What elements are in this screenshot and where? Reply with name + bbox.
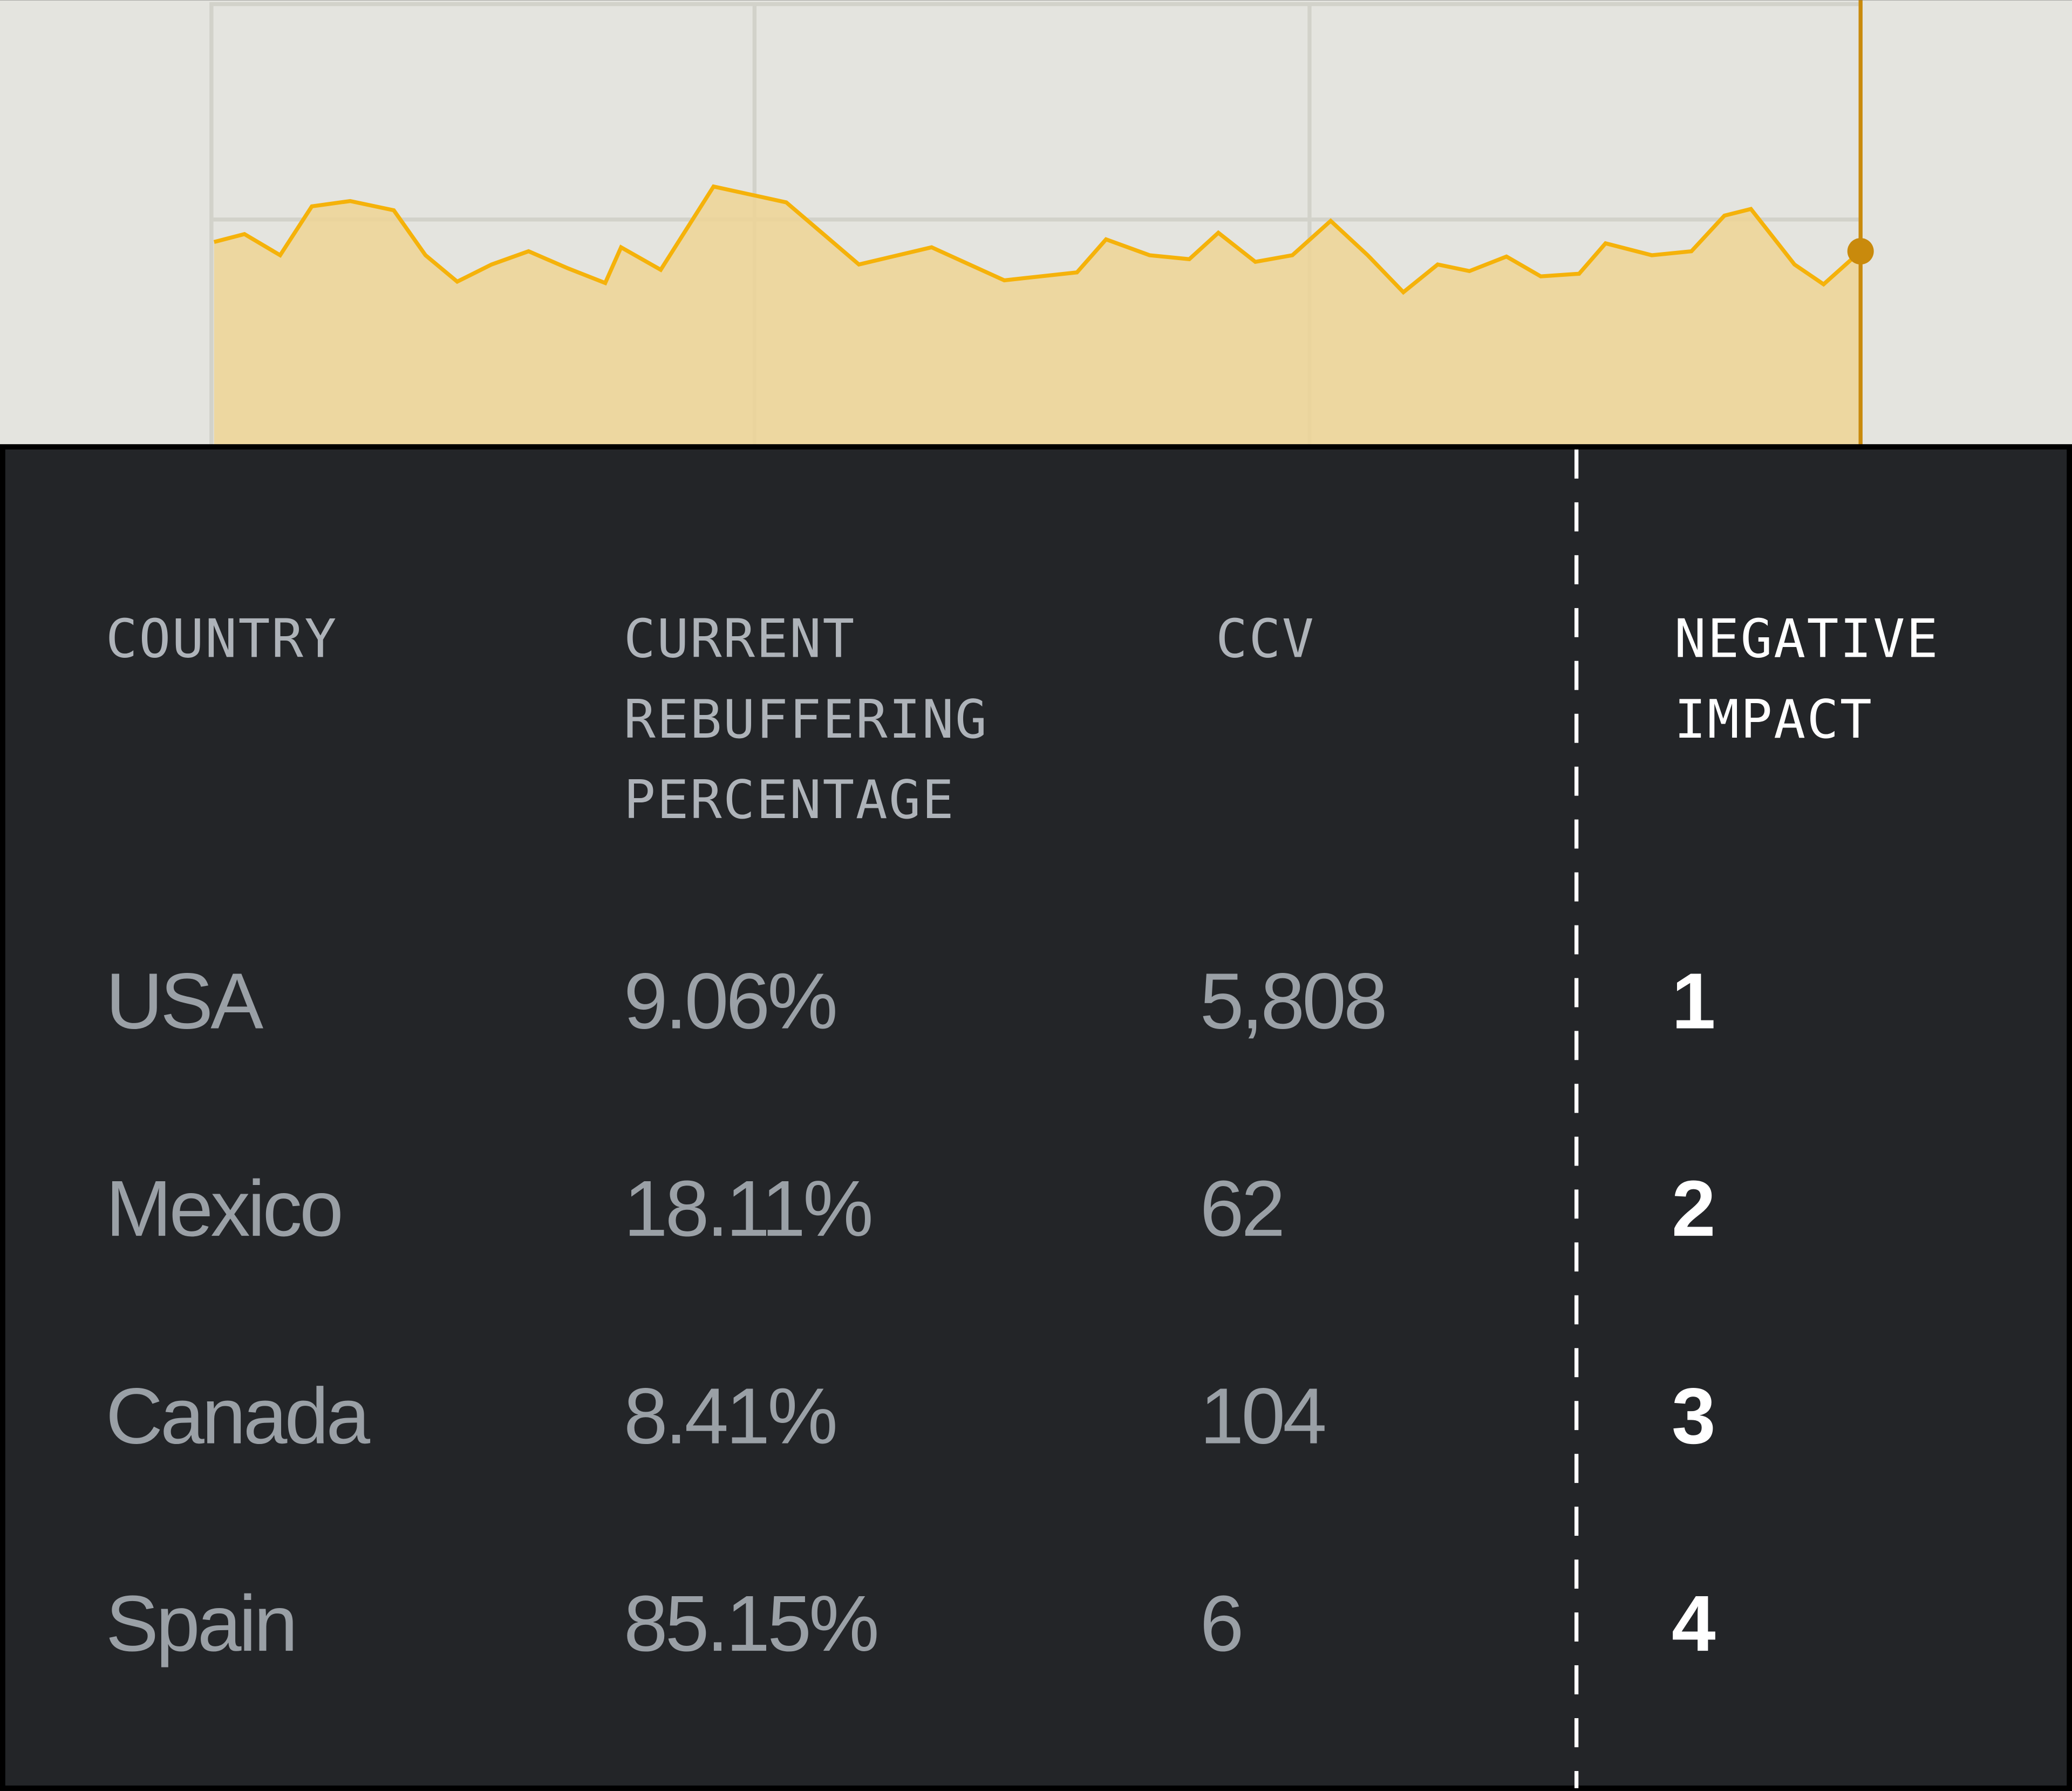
rank-cell: 2 bbox=[1672, 1165, 1716, 1253]
column-header: CURRENT bbox=[624, 608, 856, 670]
column-header: IMPACT bbox=[1674, 689, 1873, 751]
table-cell: 5,808 bbox=[1200, 957, 1385, 1046]
cursor-dot bbox=[1847, 238, 1874, 265]
table-cell: Spain bbox=[106, 1579, 295, 1668]
column-header: NEGATIVE bbox=[1674, 608, 1939, 670]
table-cell: 9.06% bbox=[624, 957, 835, 1046]
rank-cell: 1 bbox=[1672, 957, 1716, 1046]
column-header: CCV bbox=[1216, 608, 1315, 670]
table-cell: Mexico bbox=[106, 1165, 341, 1253]
table-cell: Canada bbox=[106, 1372, 370, 1461]
table-cell: 104 bbox=[1200, 1372, 1325, 1461]
column-header: REBUFFERING bbox=[624, 689, 989, 751]
line bbox=[213, 184, 1862, 295]
rank-cell: 4 bbox=[1672, 1579, 1716, 1668]
table-cell: 6 bbox=[1200, 1579, 1242, 1668]
table-cell: 62 bbox=[1200, 1165, 1283, 1253]
table-cell: 8.41% bbox=[624, 1372, 835, 1461]
table-background bbox=[0, 444, 2072, 1791]
column-header: COUNTRY bbox=[106, 608, 338, 670]
table-cell: 18.11% bbox=[624, 1165, 871, 1253]
table-panel: COUNTRY CURRENT REBUFFERING PERCENTAGE CCV NE… bbox=[0, 444, 2072, 1791]
table-cell: 85.15% bbox=[624, 1579, 877, 1668]
column-header: PERCENTAGE bbox=[624, 769, 955, 831]
table-cell: USA bbox=[106, 957, 263, 1046]
chart-panel bbox=[0, 0, 2072, 449]
rank-cell: 3 bbox=[1672, 1372, 1716, 1461]
